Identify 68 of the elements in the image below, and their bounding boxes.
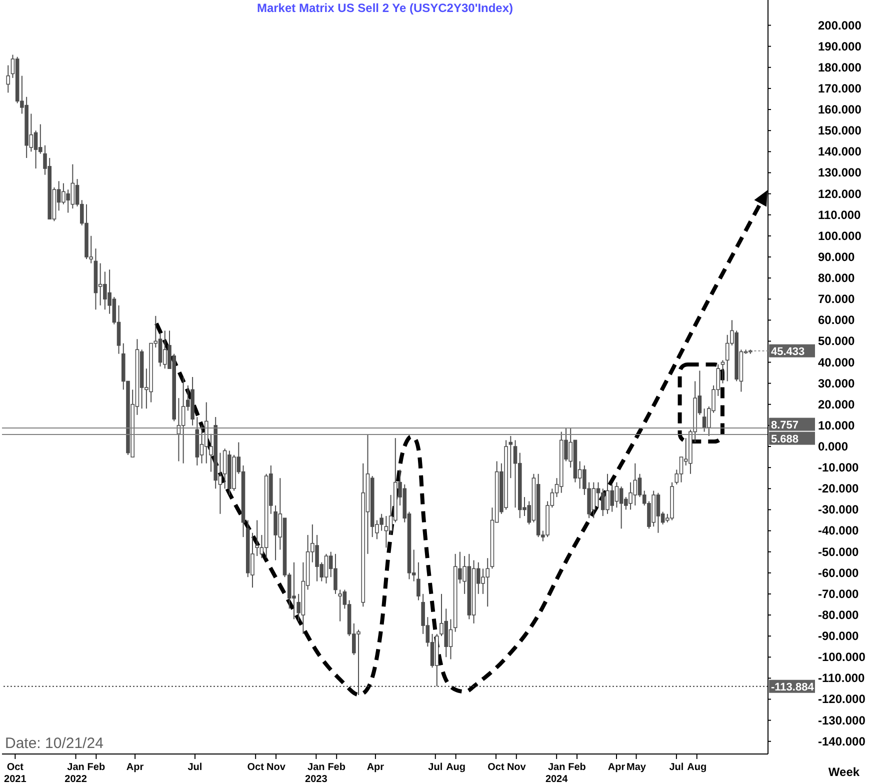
x-tick-label: Jan 2023 <box>305 762 328 784</box>
x-tick-label: Jul <box>188 762 202 773</box>
y-tick-label: 120.000 <box>818 186 862 201</box>
y-tick-label: -110.000 <box>818 671 866 686</box>
y-tick-label: -60.000 <box>818 566 860 580</box>
x-tick-label: Feb <box>87 762 106 773</box>
ref-line-label: 8.757 <box>771 419 799 432</box>
y-tick-label: 40.000 <box>818 355 856 370</box>
y-tick-label: 130.000 <box>818 166 862 180</box>
x-tick-label: Aug <box>446 762 466 773</box>
y-tick-label: -40.000 <box>818 524 860 538</box>
annotation: Date: 10/21/24 <box>5 735 104 752</box>
y-tick-label: -100.000 <box>818 650 866 664</box>
y-tick-label: -90.000 <box>818 629 860 644</box>
y-tick-label: 140.000 <box>818 144 862 159</box>
chart-title: Market Matrix US Sell 2 Ye (USYC2Y30'Index) <box>256 1 514 15</box>
y-tick-label: 200.000 <box>818 18 862 32</box>
x-tick-label: Oct <box>247 762 265 773</box>
y-tick-label: -120.000 <box>818 692 866 706</box>
x-tick-label: Feb <box>568 762 586 773</box>
y-tick-label: 100.000 <box>818 228 862 243</box>
y-tick-label: -10.000 <box>818 460 860 475</box>
y-tick-label: 190.000 <box>818 39 862 54</box>
x-axis-title: Week <box>828 765 860 779</box>
y-tick-label: -50.000 <box>818 544 860 559</box>
y-tick-label: 70.000 <box>818 292 856 306</box>
y-tick-label: 80.000 <box>818 271 856 286</box>
y-tick-label: -130.000 <box>818 713 866 728</box>
y-tick-label: 20.000 <box>818 397 856 412</box>
y-tick-label: 110.000 <box>818 208 862 222</box>
x-tick-label: Nov <box>266 762 286 773</box>
y-tick-label: 30.000 <box>818 376 856 390</box>
y-tick-label: 50.000 <box>818 334 856 348</box>
candlestick <box>384 516 388 548</box>
x-tick-label: Oct <box>488 762 505 773</box>
x-tick-label: Jul <box>669 762 684 773</box>
y-tick-label: -30.000 <box>818 502 860 517</box>
y-tick-label: -20.000 <box>818 482 860 496</box>
y-tick-label: 170.000 <box>818 81 862 96</box>
x-tick-label: Nov <box>506 762 526 773</box>
y-tick-label: 160.000 <box>818 102 862 117</box>
y-tick-label: 0.000 <box>818 440 848 454</box>
x-tick-label: Apr <box>366 762 384 773</box>
y-tick-label: 10.000 <box>818 418 856 432</box>
y-tick-label: -140.000 <box>818 734 866 748</box>
x-tick-label: May <box>626 762 646 773</box>
x-tick-label: Jan 2024 <box>545 762 568 784</box>
y-tick-label: 60.000 <box>818 313 856 328</box>
candlestick <box>720 360 725 384</box>
y-tick-label: 180.000 <box>818 60 862 74</box>
y-tick-label: 90.000 <box>818 250 856 264</box>
ref-line-label: 5.688 <box>771 433 799 446</box>
x-tick-label: Jul <box>428 762 443 773</box>
x-tick-label: Jan 2022 <box>64 762 88 784</box>
x-tick-label: Aug <box>687 762 707 773</box>
y-tick-label: -70.000 <box>818 586 860 601</box>
annotation: 45.433 <box>771 346 805 358</box>
x-tick-label: Feb <box>328 762 346 773</box>
candlestick <box>416 562 420 601</box>
x-tick-label: Apr <box>126 762 144 773</box>
y-tick-label: -80.000 <box>818 608 860 622</box>
ref-line-label: -113.884 <box>771 681 815 694</box>
y-tick-label: 150.000 <box>818 124 862 138</box>
x-tick-label: Apr <box>608 762 626 773</box>
candlestick <box>6 64 10 94</box>
x-tick-label: Oct 2021 <box>4 762 27 784</box>
candlestick <box>508 435 513 479</box>
candlestick <box>38 124 42 154</box>
